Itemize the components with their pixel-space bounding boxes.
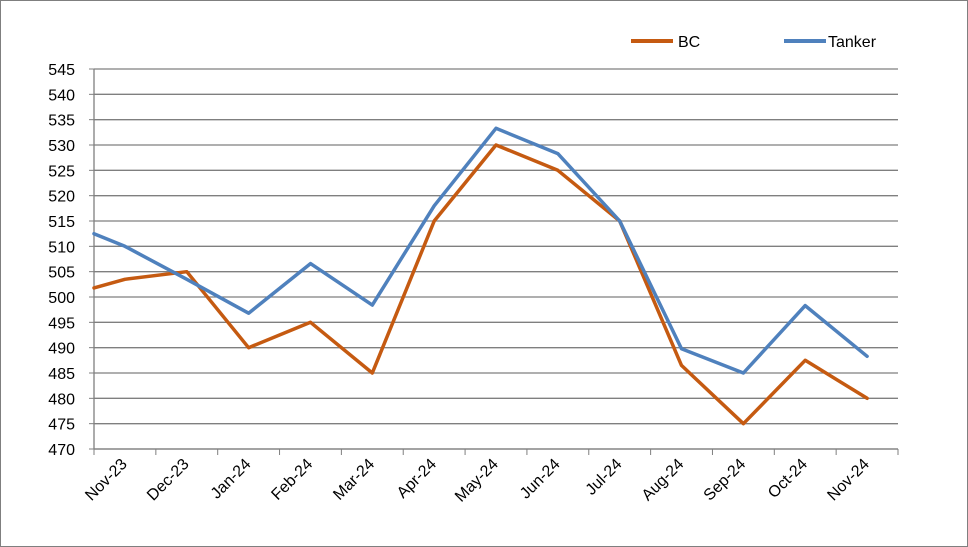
y-tick-label: 540	[48, 87, 75, 104]
x-tick-label: Nov-24	[824, 456, 873, 505]
legend: BC Tanker	[631, 34, 877, 51]
y-tick-label: 545	[48, 62, 75, 79]
gridlines	[94, 68, 898, 450]
x-tick-label: Aug-24	[639, 456, 688, 505]
y-tick-label: 495	[48, 315, 75, 332]
y-tick-label: 500	[48, 290, 75, 307]
y-tick-label: 475	[48, 417, 75, 434]
x-tick-label: Nov-23	[82, 456, 131, 505]
y-tick-label: 505	[48, 265, 75, 282]
y-tick-label: 470	[48, 442, 75, 459]
y-tick-label: 530	[48, 138, 75, 155]
series-line-bc	[92, 143, 869, 426]
y-tick-label: 485	[48, 366, 75, 383]
x-tick-label: Oct-24	[765, 456, 811, 502]
y-tick-label: 520	[48, 189, 75, 206]
x-tick-label: May-24	[452, 456, 502, 506]
x-tick-label: Sep-24	[701, 456, 750, 505]
y-tick-label: 515	[48, 214, 75, 231]
series-line-tanker	[92, 126, 869, 375]
y-tick-label: 480	[48, 391, 75, 408]
x-tick-label: Apr-24	[394, 456, 440, 502]
x-tick-label: Mar-24	[330, 456, 378, 504]
y-tick-label: 490	[48, 341, 75, 358]
legend-label-bc: BC	[678, 34, 700, 51]
legend-label-tanker: Tanker	[828, 34, 877, 51]
y-tick-label: 535	[48, 113, 75, 130]
x-tick-label: Jun-24	[517, 456, 564, 503]
x-tick-label: Feb-24	[268, 456, 316, 504]
y-tick-label: 510	[48, 239, 75, 256]
series-lines	[92, 126, 869, 426]
x-tick-label: Jan-24	[208, 456, 255, 503]
x-tick-label: Dec-23	[144, 456, 193, 505]
axes	[89, 68, 899, 455]
x-tick-label: Jul-24	[583, 456, 626, 499]
y-tick-label: 525	[48, 163, 75, 180]
y-tick-labels: 470 475 480 485 490 495 500 505 510 515 520 525 530 5…	[48, 62, 75, 459]
x-tick-labels: Nov-23 Dec-23 Jan-24 Feb-24 Mar-24 Apr-24 May-…	[82, 456, 873, 506]
